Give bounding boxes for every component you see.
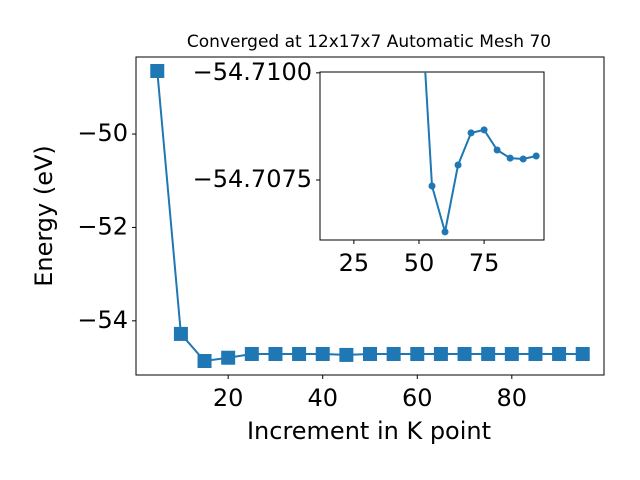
y-axis-label: Energy (eV): [30, 145, 58, 287]
marker: [467, 129, 475, 137]
marker: [441, 228, 449, 236]
x-tick-label: 25: [339, 249, 370, 277]
x-tick-label: 20: [213, 384, 244, 412]
marker: [363, 346, 377, 361]
marker: [493, 146, 501, 154]
line: [424, 72, 537, 233]
plot-group: [424, 72, 540, 236]
marker: [504, 346, 519, 361]
marker: [454, 161, 462, 169]
marker: [506, 154, 514, 162]
marker: [433, 346, 448, 361]
marker: [292, 346, 307, 361]
marker: [480, 126, 488, 134]
marker: [410, 346, 425, 361]
marker: [339, 347, 354, 362]
marker: [532, 152, 540, 160]
y-tick-label: −54: [77, 306, 128, 334]
marker: [244, 346, 259, 361]
marker: [457, 346, 472, 361]
marker: [519, 155, 527, 163]
marker: [575, 346, 590, 361]
y-tick-label: −54.7075: [193, 165, 312, 193]
plot-group: [150, 64, 590, 368]
x-tick-label: 75: [469, 249, 500, 277]
x-tick-label: 80: [497, 384, 528, 412]
marker: [428, 182, 436, 190]
marker: [386, 346, 401, 361]
chart-title: Converged at 12x17x7 Automatic Mesh 70: [187, 32, 551, 52]
x-tick-label: 50: [404, 249, 435, 277]
marker: [197, 353, 212, 368]
marker: [315, 346, 330, 361]
marker: [150, 64, 165, 79]
marker: [268, 346, 283, 361]
y-tick-label: −54.7100: [193, 58, 312, 86]
x-tick-label: 60: [402, 384, 433, 412]
marker: [221, 350, 236, 365]
y-tick-label: −50: [77, 119, 128, 147]
x-tick-label: 40: [307, 384, 338, 412]
y-tick-label: −52: [77, 212, 128, 240]
x-axis-label: Increment in K point: [247, 417, 491, 445]
marker: [552, 346, 567, 361]
marker: [481, 346, 496, 361]
marker: [173, 326, 188, 341]
marker: [528, 346, 543, 361]
